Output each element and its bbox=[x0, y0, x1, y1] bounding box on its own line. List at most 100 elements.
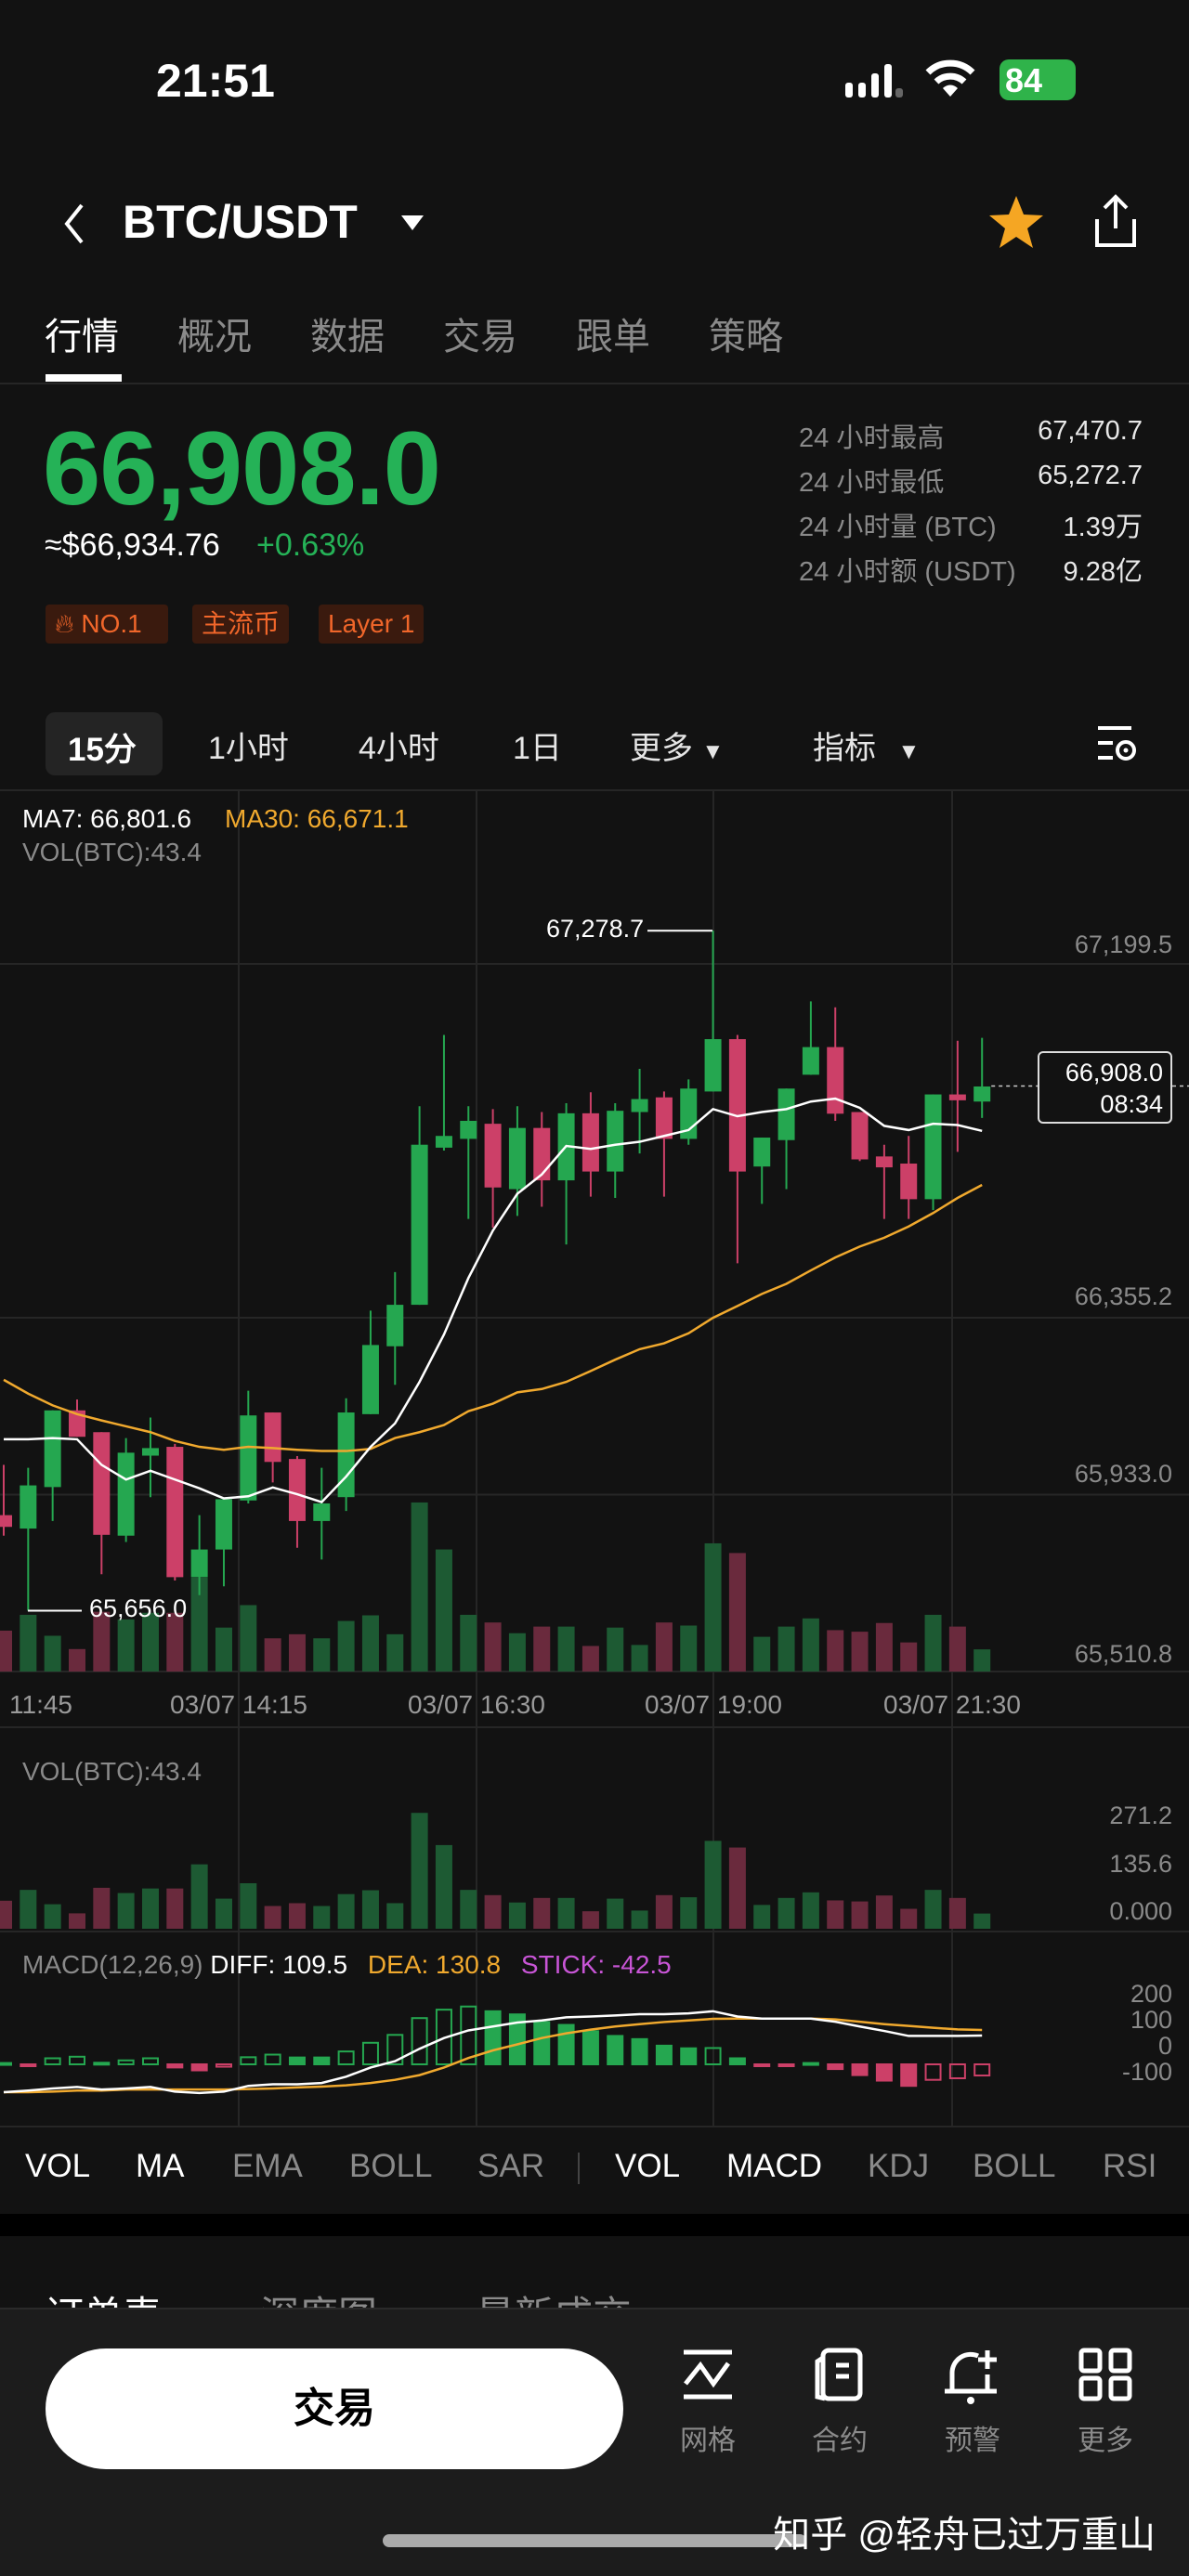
volume-overlay-bar bbox=[973, 1649, 991, 1672]
volume-bar bbox=[190, 1864, 208, 1929]
ma30-legend: MA30: 66,671.1 bbox=[225, 804, 409, 833]
more-button[interactable]: 更多 bbox=[1068, 2347, 1143, 2458]
macd-stick: STICK: -42.5 bbox=[520, 1950, 672, 1979]
indicator-main-sar[interactable]: SAR bbox=[477, 2148, 544, 2184]
volume-bar bbox=[851, 1901, 869, 1929]
back-button[interactable] bbox=[56, 200, 93, 248]
alert-label: 预警 bbox=[945, 2426, 1000, 2456]
status-time: 21:51 bbox=[156, 55, 275, 107]
volume-bar bbox=[728, 1847, 746, 1929]
volume-overlay-bar bbox=[655, 1622, 673, 1672]
indicator-sub-rsi[interactable]: RSI bbox=[1103, 2148, 1157, 2184]
battery-level: 84 bbox=[1005, 61, 1043, 99]
tag-rank-label: NO.1 bbox=[81, 609, 142, 638]
volume-overlay-bar bbox=[361, 1615, 379, 1672]
tag-layer1[interactable]: Layer 1 bbox=[319, 605, 425, 644]
timeframe-more[interactable]: 更多 ▼ bbox=[630, 722, 724, 768]
macd-diff: DIFF: 109.5 bbox=[210, 1950, 348, 1979]
tab-market[interactable]: 行情 bbox=[45, 317, 119, 358]
tab-overview[interactable]: 概况 bbox=[177, 317, 252, 358]
candle-body bbox=[240, 1415, 257, 1501]
battery-charging-icon: 84 bbox=[1000, 59, 1076, 100]
indicators-dropdown[interactable]: 指标 ▼ bbox=[813, 722, 920, 768]
tab-copy-trading[interactable]: 跟单 bbox=[576, 317, 650, 358]
price-tick: 65,510.8 bbox=[1074, 1640, 1172, 1668]
timeframe-1h[interactable]: 1小时 bbox=[208, 731, 289, 766]
volume-bar bbox=[948, 1897, 966, 1929]
candle-body bbox=[337, 1412, 355, 1498]
volume-overlay-bar bbox=[190, 1577, 208, 1672]
volume-overlay-bar bbox=[924, 1614, 942, 1672]
timeframe-15m[interactable]: 15分 bbox=[46, 712, 163, 775]
candle-body bbox=[0, 1515, 12, 1528]
candle-body bbox=[361, 1345, 379, 1414]
candle-body bbox=[851, 1112, 869, 1160]
volume-overlay-bar bbox=[533, 1626, 551, 1672]
candle-body bbox=[802, 1047, 819, 1075]
volume-overlay-bar bbox=[337, 1620, 355, 1672]
timeframe-1d[interactable]: 1日 bbox=[513, 731, 562, 766]
grid-bot-label: 网格 bbox=[680, 2426, 736, 2456]
candle-body bbox=[924, 1094, 942, 1200]
indicator-sub-boll[interactable]: BOLL bbox=[973, 2148, 1056, 2184]
vol-panel-legend: VOL(BTC):43.4 bbox=[22, 1757, 202, 1786]
tab-strategy[interactable]: 策略 bbox=[709, 317, 783, 358]
tag-mainstream[interactable]: 主流币 bbox=[192, 605, 290, 644]
bell-plus-icon bbox=[945, 2350, 997, 2404]
grid-bot-icon bbox=[684, 2349, 732, 2400]
macd-stick-bar bbox=[851, 2063, 869, 2076]
macd-tick: -100 bbox=[1121, 2058, 1172, 2086]
apps-icon bbox=[1078, 2348, 1132, 2401]
tab-latest-trades[interactable]: 最新成交 bbox=[476, 2284, 632, 2309]
indicator-sub-vol[interactable]: VOL bbox=[615, 2148, 681, 2184]
tab-order-book[interactable]: 订单表 bbox=[45, 2284, 162, 2309]
macd-stick-bar bbox=[435, 2009, 452, 2065]
pair-title[interactable]: BTC/USDT bbox=[123, 196, 358, 248]
chart-settings-icon[interactable] bbox=[1096, 722, 1139, 763]
volume-bar bbox=[777, 1897, 795, 1929]
volume-overlay-bar bbox=[484, 1622, 502, 1672]
tab-depth-chart[interactable]: 深度图 bbox=[260, 2284, 377, 2309]
candle-body bbox=[875, 1156, 893, 1168]
volume-overlay-bar bbox=[20, 1614, 37, 1672]
timeframe-15m-label: 15分 bbox=[68, 732, 137, 768]
candle-body bbox=[20, 1485, 37, 1529]
wifi-icon bbox=[924, 58, 976, 98]
volume-overlay-bar bbox=[166, 1612, 184, 1672]
candle-body bbox=[435, 1136, 452, 1148]
indicator-main-ema[interactable]: EMA bbox=[232, 2148, 303, 2184]
tab-data[interactable]: 数据 bbox=[310, 317, 385, 358]
indicator-main-boll[interactable]: BOLL bbox=[349, 2148, 433, 2184]
indicator-sub-kdj[interactable]: KDJ bbox=[868, 2148, 930, 2184]
macd-stick-bar bbox=[166, 2063, 184, 2069]
lower-tabs: 订单表 深度图 最新成交 bbox=[0, 2236, 1189, 2309]
x-tick: 11:45 bbox=[9, 1690, 72, 1719]
timeframe-4h[interactable]: 4小时 bbox=[359, 731, 439, 766]
volume-bar bbox=[827, 1900, 844, 1929]
share-icon[interactable] bbox=[1091, 193, 1140, 251]
macd-stick-bar bbox=[680, 2047, 698, 2066]
volume-bar bbox=[361, 1890, 379, 1929]
tab-trade[interactable]: 交易 bbox=[443, 317, 517, 358]
grid-bot-button[interactable]: 网格 bbox=[671, 2347, 745, 2458]
volume-overlay-bar bbox=[215, 1627, 232, 1672]
stat-value-volume: 1.39万 bbox=[1063, 513, 1143, 542]
volume-overlay-bar bbox=[117, 1619, 135, 1672]
volume-overlay-bar bbox=[875, 1622, 893, 1672]
indicator-main-vol[interactable]: VOL bbox=[25, 2148, 91, 2184]
alert-button[interactable]: 预警 bbox=[935, 2347, 1010, 2458]
tag-rank[interactable]: 🔥︎ NO.1 bbox=[46, 605, 168, 644]
volume-bar bbox=[973, 1913, 991, 1929]
candle-body bbox=[313, 1503, 331, 1521]
trade-button[interactable]: 交易 bbox=[46, 2348, 623, 2469]
macd-stick-bar bbox=[411, 2017, 428, 2065]
caret-down-icon[interactable] bbox=[399, 214, 425, 232]
usd-approx: ≈$66,934.76 bbox=[45, 527, 220, 563]
indicator-separator bbox=[578, 2153, 580, 2184]
indicator-main-ma[interactable]: MA bbox=[136, 2148, 185, 2184]
vol-tick: 135.6 bbox=[1109, 1850, 1172, 1878]
indicator-sub-macd[interactable]: MACD bbox=[726, 2148, 823, 2184]
contract-button[interactable]: 合约 bbox=[803, 2347, 877, 2458]
star-icon[interactable] bbox=[987, 193, 1045, 251]
